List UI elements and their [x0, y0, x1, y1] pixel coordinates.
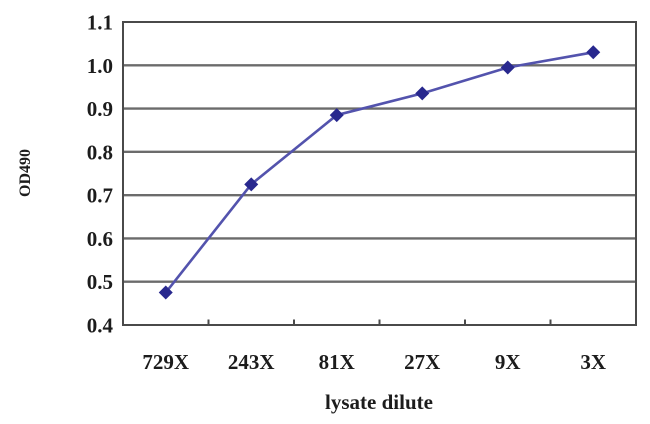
y-tick-label: 0.8: [87, 140, 113, 164]
series-layer: [158, 45, 601, 300]
plot-frame: [122, 21, 637, 326]
plot-frame-layer: [122, 21, 637, 326]
x-tick-label: 3X: [580, 350, 606, 374]
series-line: [164, 50, 595, 294]
data-point-marker: [586, 45, 601, 60]
x-tick-label: 729X: [142, 350, 189, 374]
data-point-marker: [244, 177, 259, 192]
x-tick-label: 9X: [495, 350, 521, 374]
y-tick-label: 1.0: [87, 54, 113, 78]
y-tick-label: 1.1: [87, 11, 113, 35]
y-axis-title: OD490: [17, 149, 34, 197]
data-point-marker: [415, 86, 430, 101]
y-tick-label: 0.6: [87, 227, 113, 251]
y-tick-label: 0.4: [87, 314, 114, 338]
y-tick-label: 0.9: [87, 97, 113, 121]
x-axis-title: lysate dilute: [325, 390, 433, 414]
x-tick-label: 243X: [228, 350, 275, 374]
data-point-marker: [329, 108, 344, 123]
axis-labels-layer: 0.4 0.5 0.6 0.7 0.8 0.9 1.0 1.1 729X 243X 81X 27X 9X…: [87, 11, 606, 375]
data-point-marker: [500, 60, 515, 75]
x-tick-label: 27X: [404, 350, 440, 374]
y-tick-label: 0.5: [87, 270, 113, 294]
data-point-marker: [158, 285, 173, 300]
x-tick-label: 81X: [319, 350, 355, 374]
y-tick-label: 0.7: [87, 184, 113, 208]
